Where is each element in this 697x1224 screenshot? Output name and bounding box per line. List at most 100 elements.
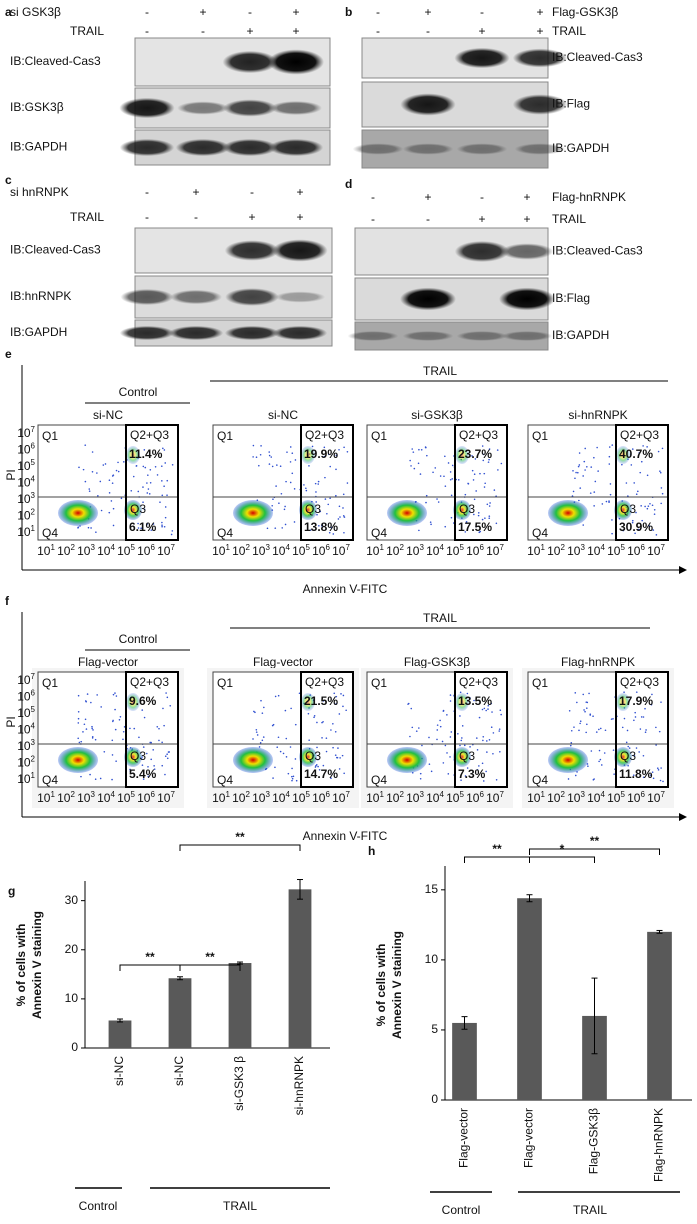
- event-dot: [78, 466, 80, 469]
- event-dot: [346, 450, 349, 453]
- event-dot: [148, 493, 151, 495]
- x-axis-label: Annexin V-FITC: [303, 582, 388, 596]
- quadrant-label: Q4: [42, 773, 58, 787]
- x-tick-label: 106: [312, 543, 330, 558]
- tick-exponent: 7: [345, 543, 350, 552]
- y-tick-label: 104: [17, 475, 35, 490]
- event-dot: [337, 747, 339, 749]
- event-dot: [659, 470, 661, 472]
- event-dot: [601, 503, 604, 505]
- event-dot: [487, 704, 490, 707]
- event-dot: [425, 501, 427, 504]
- event-dot: [469, 746, 471, 748]
- tick-base: 10: [17, 426, 31, 440]
- tick-base: 10: [252, 544, 266, 558]
- plot-frame: [212, 424, 354, 541]
- event-dot: [500, 713, 502, 716]
- event-dot: [268, 454, 271, 457]
- event-dot: [613, 773, 615, 775]
- event-dot: [574, 692, 577, 694]
- event-dot: [316, 721, 318, 724]
- event-dot: [488, 505, 491, 507]
- x-tick-label: Flag-vector: [457, 1108, 471, 1168]
- event-dot: [627, 495, 629, 497]
- tick-base: 10: [17, 706, 31, 720]
- event-dot: [294, 459, 297, 461]
- event-dot: [285, 480, 287, 483]
- event-dot: [568, 709, 571, 712]
- event-dot: [439, 725, 442, 728]
- tick-base: 10: [486, 791, 500, 805]
- panel-label: d: [345, 177, 352, 191]
- y-tick-label: 0: [71, 1040, 78, 1054]
- blot-band: [119, 97, 175, 119]
- tick-exponent: 6: [150, 790, 155, 799]
- x-tick-label: Flag-GSK3β: [587, 1108, 601, 1174]
- x-tick-label: 102: [57, 790, 75, 805]
- event-dot: [634, 532, 636, 535]
- event-dot: [281, 527, 284, 529]
- event-dot: [270, 456, 273, 458]
- tick-base: 10: [312, 791, 326, 805]
- tick-exponent: 7: [660, 790, 665, 799]
- event-dot: [418, 727, 420, 729]
- event-dot: [94, 778, 97, 781]
- event-dot: [577, 465, 580, 468]
- event-dot: [590, 750, 593, 752]
- event-dot: [169, 705, 172, 707]
- tick-base: 10: [567, 791, 581, 805]
- event-dot: [161, 741, 163, 744]
- event-dot: [147, 775, 150, 778]
- event-dot: [421, 744, 423, 747]
- event-dot: [579, 720, 582, 723]
- tick-exponent: 6: [640, 543, 645, 552]
- event-dot: [341, 754, 344, 757]
- condition-sign: +: [424, 190, 431, 204]
- blot-band: [501, 331, 553, 341]
- gate: [615, 424, 669, 541]
- density-blob: [58, 747, 98, 773]
- blot-band: [168, 325, 224, 341]
- event-dot: [498, 730, 501, 732]
- percentage: 9.6%: [129, 694, 157, 708]
- event-dot: [108, 511, 111, 514]
- event-dot: [430, 770, 433, 773]
- percentage: 5.4%: [129, 767, 157, 781]
- x-tick-label: si-hnRNPK: [292, 1056, 306, 1115]
- x-tick-label: 103: [252, 543, 270, 558]
- tick-exponent: 6: [640, 790, 645, 799]
- event-dot: [584, 469, 586, 471]
- event-dot: [490, 726, 493, 728]
- x-tick-label: 104: [97, 543, 115, 558]
- plot-title: si-NC: [268, 408, 298, 422]
- tick-base: 10: [117, 791, 131, 805]
- tick-base: 10: [57, 544, 71, 558]
- event-dot: [644, 707, 646, 710]
- density-blob: [614, 747, 632, 767]
- event-dot: [158, 727, 160, 730]
- quadrant-label: Q2+Q3: [459, 428, 498, 442]
- quadrant-label: Q2+Q3: [130, 675, 169, 689]
- tick-base: 10: [97, 544, 111, 558]
- event-dot: [653, 513, 656, 515]
- event-dot: [629, 453, 632, 455]
- x-tick-label: 107: [647, 790, 665, 805]
- event-dot: [443, 475, 445, 478]
- event-dot: [584, 710, 586, 713]
- event-dot: [322, 700, 325, 702]
- condition-sign: -: [371, 190, 375, 204]
- quadrant-label: Q1: [42, 429, 58, 443]
- tick-exponent: 4: [31, 722, 36, 731]
- event-dot: [586, 707, 588, 709]
- y-tick-label: 0: [431, 1092, 438, 1106]
- event-dot: [434, 467, 437, 469]
- event-dot: [338, 768, 341, 770]
- event-dot: [449, 700, 452, 702]
- tick-base: 10: [157, 544, 171, 558]
- x-tick-label: si-GSK3 β: [232, 1056, 246, 1111]
- blot-band: [500, 243, 554, 260]
- tick-exponent: 3: [31, 738, 36, 747]
- event-dot: [325, 750, 328, 753]
- condition-sign: +: [536, 24, 543, 38]
- y-tick-label: 103: [17, 738, 35, 753]
